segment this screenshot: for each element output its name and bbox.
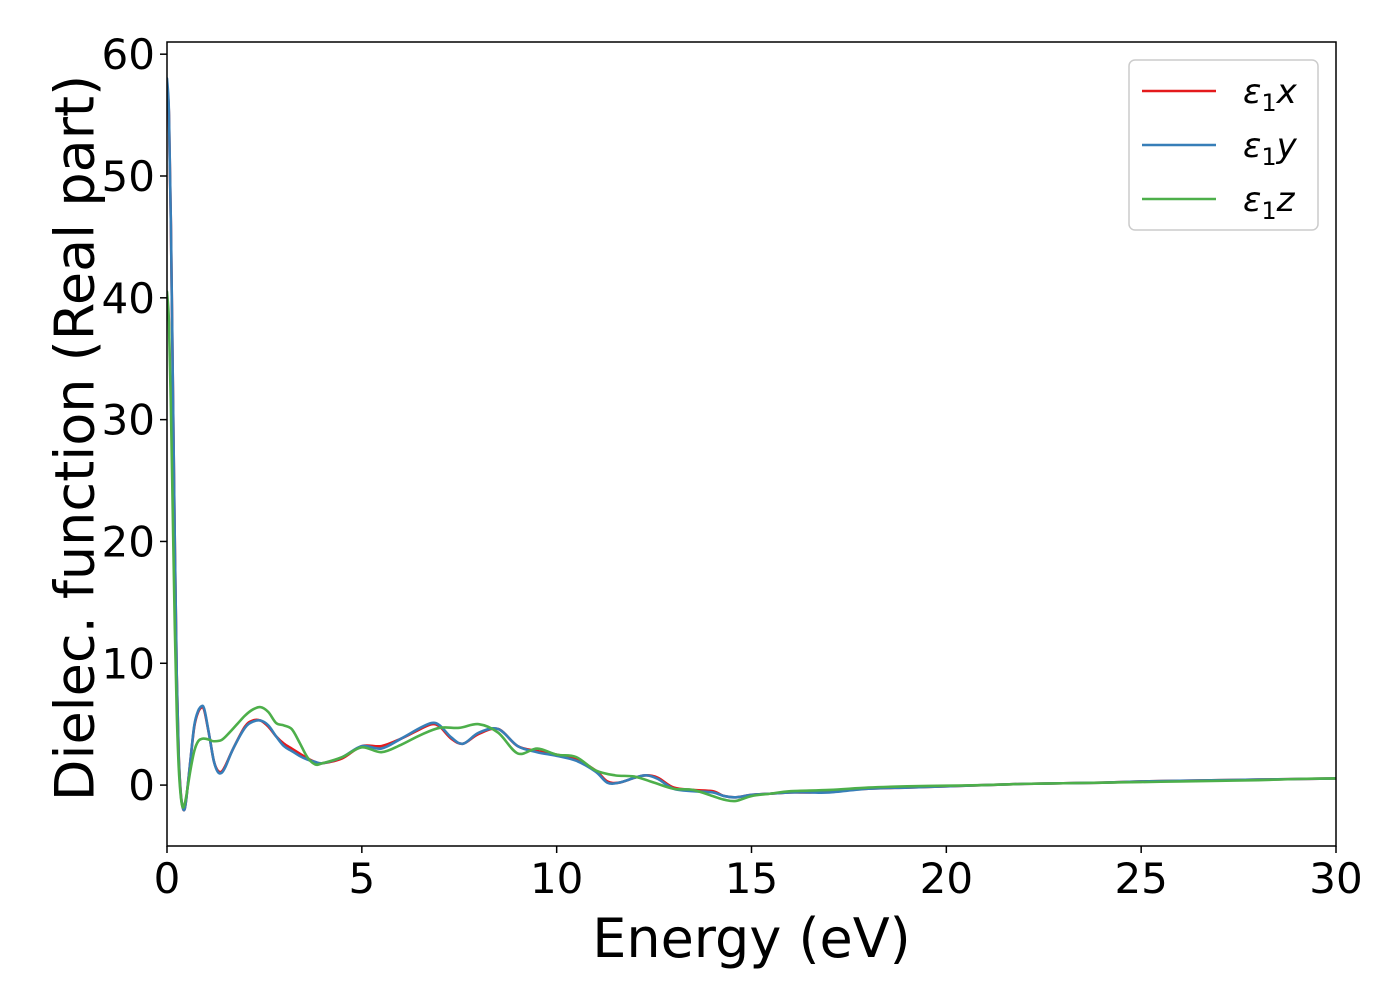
y-tick-label: 10	[102, 639, 155, 688]
x-tick-label: 5	[348, 854, 375, 903]
x-tick-label: 10	[530, 854, 583, 903]
series-line-y	[167, 77, 1336, 812]
y-tick-label: 30	[102, 396, 155, 445]
y-tick-label: 50	[102, 152, 155, 201]
x-tick-label: 0	[154, 854, 181, 903]
y-tick-label: 0	[128, 761, 155, 810]
legend-items: ε1x ε1y ε1z	[1142, 72, 1298, 225]
ticks-layer: 0 5 10 15 20 25 30 0 10 20 30 40 50 60	[102, 30, 1363, 903]
x-tick-label: 20	[920, 854, 973, 903]
x-axis-title: Energy (eV)	[592, 907, 911, 970]
y-tick-label: 20	[102, 517, 155, 566]
legend-label-z: ε1z	[1243, 180, 1296, 225]
x-tick-label: 25	[1114, 854, 1167, 903]
legend: ε1x ε1y ε1z	[1128, 59, 1319, 231]
y-tick-label: 40	[102, 274, 155, 323]
series-layer	[167, 77, 1336, 812]
legend-label-y: ε1y	[1243, 126, 1298, 171]
x-tick-label: 30	[1309, 854, 1362, 903]
series-line-z	[167, 290, 1336, 809]
y-tick-label: 60	[102, 30, 155, 79]
legend-label-x: ε1x	[1243, 72, 1298, 117]
y-axis-title: Dielec. function (Real part)	[44, 75, 107, 801]
legend-box	[1128, 59, 1319, 231]
x-tick-label: 15	[725, 854, 778, 903]
